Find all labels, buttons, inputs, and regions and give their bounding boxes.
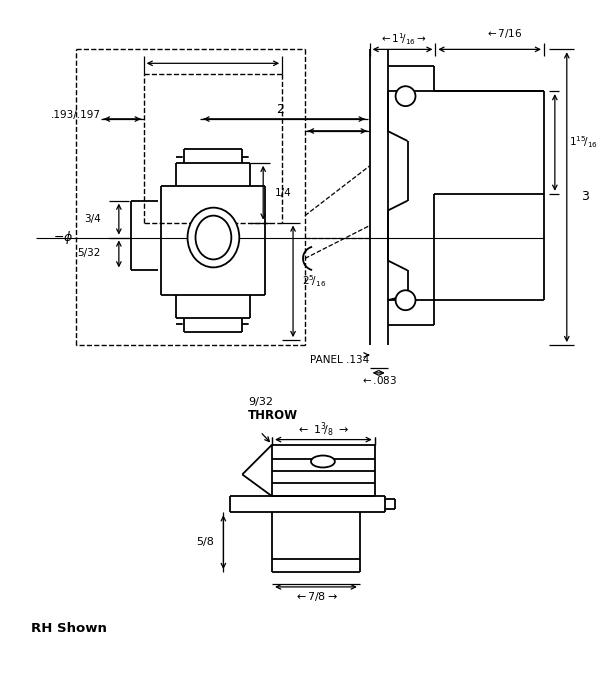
Text: THROW: THROW bbox=[248, 410, 298, 422]
Text: $\leftarrow$.083: $\leftarrow$.083 bbox=[360, 374, 397, 386]
Text: $\leftarrow$1$^1\!/_{\mathregular{16}}\rightarrow$: $\leftarrow$1$^1\!/_{\mathregular{16}}\r… bbox=[379, 32, 426, 47]
Text: PANEL .134: PANEL .134 bbox=[310, 355, 369, 365]
Text: RH Shown: RH Shown bbox=[31, 622, 107, 635]
Text: 1/4: 1/4 bbox=[275, 188, 292, 197]
Text: 1$^{\mathregular{15}}\!/_{\mathregular{16}}$: 1$^{\mathregular{15}}\!/_{\mathregular{1… bbox=[569, 134, 598, 150]
Text: 2: 2 bbox=[276, 103, 284, 116]
Text: 5/32: 5/32 bbox=[77, 248, 101, 258]
Ellipse shape bbox=[311, 456, 335, 468]
Text: 9/32: 9/32 bbox=[248, 397, 273, 407]
Ellipse shape bbox=[187, 208, 239, 267]
Text: $\leftarrow$ 1$^3\!/_{\mathregular{8}}$ $\rightarrow$: $\leftarrow$ 1$^3\!/_{\mathregular{8}}$ … bbox=[296, 421, 350, 439]
Text: .193/.197: .193/.197 bbox=[51, 110, 101, 120]
Text: 3: 3 bbox=[581, 190, 589, 203]
Circle shape bbox=[396, 290, 415, 310]
Text: $-\phi$: $-\phi$ bbox=[53, 229, 73, 246]
Text: $\leftarrow$7/8$\rightarrow$: $\leftarrow$7/8$\rightarrow$ bbox=[294, 590, 338, 603]
Circle shape bbox=[396, 86, 415, 106]
Text: $\leftarrow$7/16: $\leftarrow$7/16 bbox=[486, 27, 523, 40]
Text: 2$^5\!/_{\mathregular{16}}$: 2$^5\!/_{\mathregular{16}}$ bbox=[302, 274, 326, 289]
Ellipse shape bbox=[195, 216, 231, 260]
Text: 5/8: 5/8 bbox=[196, 537, 214, 547]
Text: 3/4: 3/4 bbox=[84, 214, 101, 223]
